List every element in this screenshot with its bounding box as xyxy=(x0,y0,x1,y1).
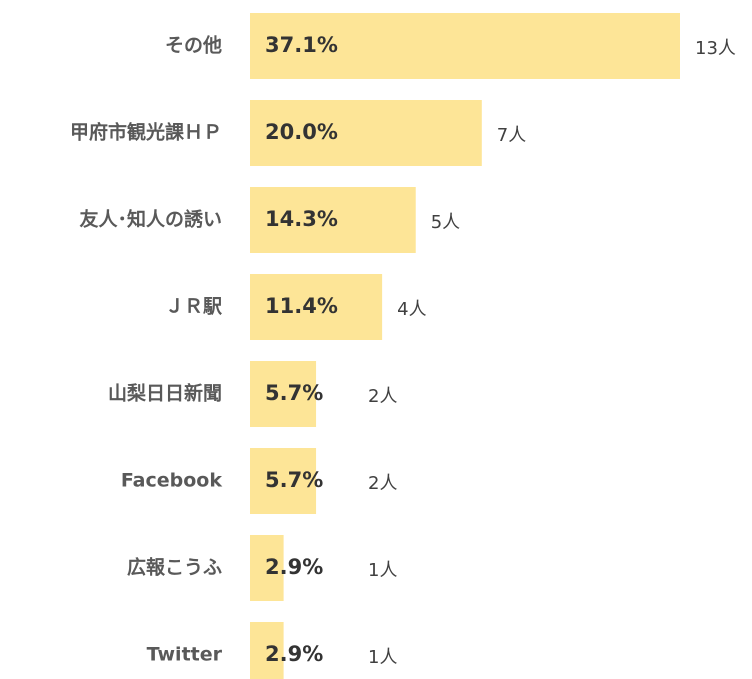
bar xyxy=(250,274,383,340)
bar xyxy=(250,187,416,253)
count-label: 13人 xyxy=(695,38,736,59)
bar xyxy=(250,100,482,166)
value-label: 37.1% xyxy=(265,33,338,57)
count-label: 7人 xyxy=(497,125,526,146)
count-label: 1人 xyxy=(368,647,397,668)
count-label: 4人 xyxy=(397,299,426,320)
category-label: 甲府市観光課ＨＰ xyxy=(70,121,222,144)
bar xyxy=(250,622,284,679)
category-label: Twitter xyxy=(147,644,223,666)
value-label: 14.3% xyxy=(265,207,338,231)
count-label: 2人 xyxy=(368,386,397,407)
category-label: 広報こうふ xyxy=(127,556,222,579)
bar xyxy=(250,13,680,79)
bar xyxy=(250,361,317,427)
bar xyxy=(250,535,284,601)
value-label: 2.9% xyxy=(265,555,323,579)
category-label: Facebook xyxy=(121,470,223,492)
value-label: 20.0% xyxy=(265,120,338,144)
value-label: 5.7% xyxy=(265,381,323,405)
value-label: 11.4% xyxy=(265,294,338,318)
category-label: 山梨日日新聞 xyxy=(108,382,222,405)
value-label: 2.9% xyxy=(265,642,323,666)
count-label: 1人 xyxy=(368,560,397,581)
category-label: その他 xyxy=(165,34,222,57)
value-label: 5.7% xyxy=(265,468,323,492)
count-label: 2人 xyxy=(368,473,397,494)
category-label: 友人･知人の誘い xyxy=(79,208,222,231)
category-label: ＪＲ駅 xyxy=(165,296,223,318)
bar xyxy=(250,448,317,514)
count-label: 5人 xyxy=(431,212,460,233)
